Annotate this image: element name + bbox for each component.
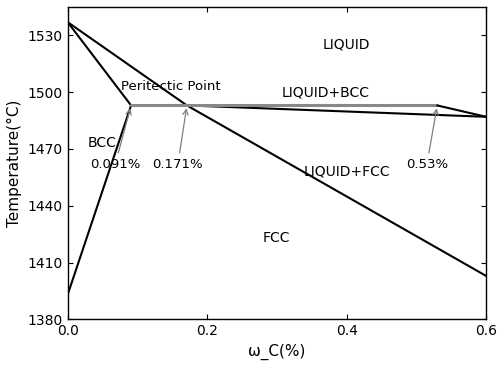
Text: 0.091%: 0.091% [90, 109, 140, 171]
Text: FCC: FCC [263, 231, 291, 245]
Text: BCC: BCC [87, 136, 116, 150]
Text: Peritectic Point: Peritectic Point [121, 80, 221, 93]
X-axis label: ω_C(%): ω_C(%) [248, 344, 305, 360]
Text: 0.171%: 0.171% [153, 110, 203, 171]
Text: LIQUID: LIQUID [323, 38, 370, 52]
Text: LIQUID+FCC: LIQUID+FCC [303, 165, 390, 179]
Text: LIQUID+BCC: LIQUID+BCC [282, 85, 369, 99]
Text: 0.53%: 0.53% [406, 109, 448, 171]
Y-axis label: Temperature(°C): Temperature(°C) [7, 99, 22, 227]
